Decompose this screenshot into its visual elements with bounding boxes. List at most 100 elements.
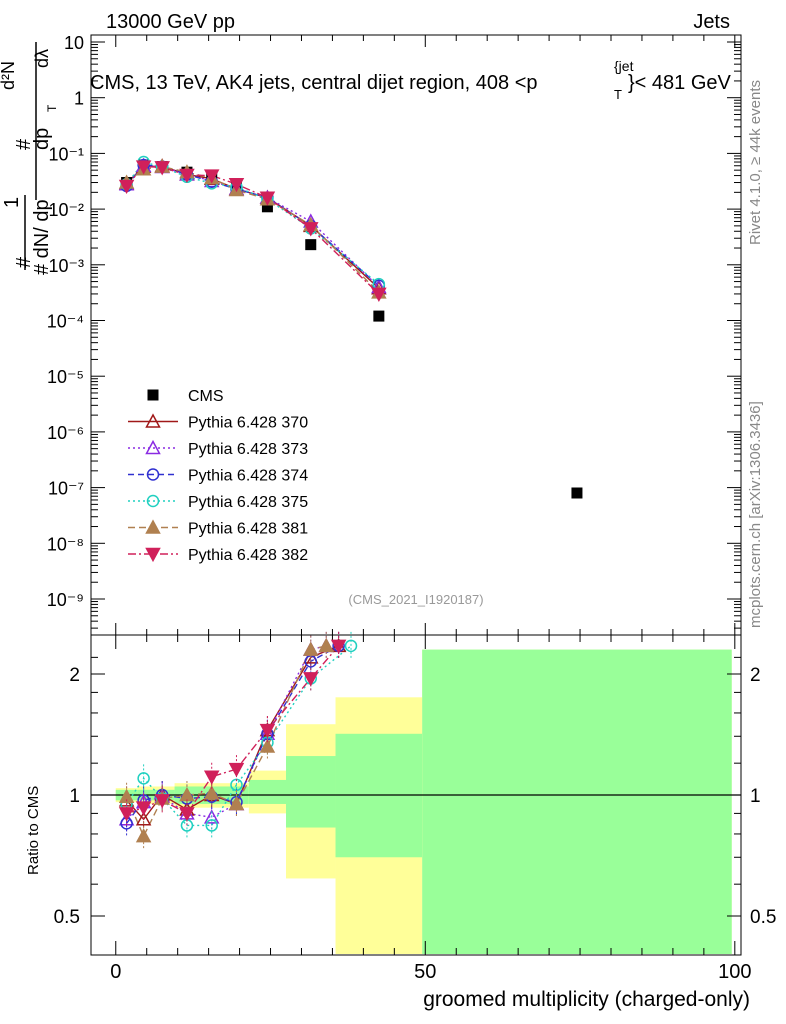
- legend-label-pythia-6-428-370: Pythia 6.428 370: [188, 415, 308, 432]
- ratio-point-pythia-6-428-382: [330, 639, 347, 654]
- legend-marker-pythia-6-428-382: [145, 547, 161, 563]
- ratio-point-pythia-6-428-382: [154, 794, 170, 809]
- main-line-pythia-6-428-375: [126, 161, 380, 285]
- legend-marker-pythia-6-428-381: [145, 519, 161, 534]
- ratio-point-pythia-6-428-382: [259, 723, 276, 739]
- main-axis-ticks: 10 1 10⁻¹ 10⁻² 10⁻³ 10⁻⁴ 10⁻⁵ 10⁻⁶ 10⁻⁷ 10⁻⁸ 10⁻⁹: [47, 33, 741, 635]
- legend-marker-pythia-6-428-370: [145, 413, 161, 428]
- legend-item-pythia-6-428-374: Pythia 6.428 374: [128, 468, 308, 485]
- ratio-line-pythia-6-428-375: [126, 645, 352, 827]
- ylabel-top-d2n: d²N: [0, 61, 18, 90]
- main-y-tick-label: 1: [74, 89, 84, 109]
- analysis-id-label: (CMS_2021_I1920187): [348, 592, 483, 607]
- ratio-axis-ticks: 0.5 0.5 1 1 2 2 0 50 100: [54, 635, 776, 983]
- main-y-tick-label: 10⁻³: [48, 256, 84, 276]
- legend: CMS Pythia 6.428 370 Pythia 6.428 373 Pythi…: [128, 388, 308, 564]
- legend-label-pythia-6-428-374: Pythia 6.428 374: [188, 468, 308, 485]
- ylabel-hash-2: #: [13, 138, 35, 150]
- ratio-series-markers: [118, 631, 358, 851]
- main-point-pythia-6-428-382: [303, 222, 319, 237]
- main-point-pythia-6-428-382: [259, 191, 276, 206]
- main-point-cms: [305, 239, 317, 251]
- main-line-pythia-6-428-373: [126, 165, 380, 288]
- ratio-point-pythia-6-428-382: [303, 672, 319, 687]
- ratio-y-axis-label: Ratio to CMS: [25, 786, 42, 875]
- x-axis-label: groomed multiplicity (charged-only): [423, 988, 750, 1011]
- title-tail: }< 481 GeV: [628, 72, 732, 94]
- main-line-pythia-6-428-374: [126, 164, 380, 287]
- main-y-tick-label: 10⁻⁹: [47, 590, 84, 610]
- legend-marker-pythia-6-428-374: [146, 468, 160, 481]
- x-tick-label: 100: [718, 961, 751, 983]
- main-series-markers: [118, 155, 583, 499]
- main-y-tick-label: 10⁻¹: [48, 144, 84, 164]
- legend-label-pythia-6-428-381: Pythia 6.428 381: [188, 521, 308, 538]
- main-point-cms: [571, 487, 583, 499]
- main-point-pythia-6-428-382: [135, 160, 152, 175]
- ylabel-den-dpt: dp: [31, 128, 53, 150]
- title-sup-jet: {jet: [614, 58, 634, 74]
- ratio-y-tick-label-left: 0.5: [54, 907, 80, 928]
- ylabel-den-dndpt: # dN/ dp: [31, 199, 53, 275]
- main-point-pythia-6-428-382: [179, 168, 195, 184]
- main-point-cms: [261, 201, 273, 213]
- ratio-point-pythia-6-428-381: [118, 788, 135, 804]
- main-y-tick-label: 10⁻⁵: [47, 367, 84, 387]
- main-point-pythia-6-428-382: [154, 161, 170, 176]
- legend-label-pythia-6-428-382: Pythia 6.428 382: [188, 547, 308, 564]
- ylabel-hash-1: #: [13, 256, 35, 268]
- ratio-point-pythia-6-428-382: [179, 807, 195, 822]
- main-point-pythia-6-428-382: [118, 179, 135, 195]
- ratio-y-tick-label-right: 1: [750, 786, 761, 807]
- ratio-point-pythia-6-428-381: [203, 785, 220, 800]
- legend-marker-cms: [147, 389, 159, 401]
- band-green-3: [248, 779, 286, 804]
- ratio-point-pythia-6-428-381: [228, 795, 245, 811]
- plot-title: CMS, 13 TeV, AK4 jets, central dijet reg…: [90, 72, 538, 94]
- title-main: CMS, 13 TeV, AK4 jets, central dijet reg…: [90, 72, 538, 94]
- main-panel-frame: [90, 34, 742, 636]
- main-point-pythia-6-428-382: [228, 177, 245, 193]
- ratio-point-pythia-6-428-381: [259, 738, 276, 753]
- legend-label-pythia-6-428-375: Pythia 6.428 375: [188, 494, 308, 511]
- legend-label-cms: CMS: [188, 388, 224, 405]
- main-series-lines: [126, 161, 380, 295]
- main-line-pythia-6-428-382: [126, 165, 380, 295]
- ylabel-one: 1: [1, 197, 23, 208]
- energy-label: 13000 GeV pp: [106, 11, 235, 33]
- ratio-y-tick-label-left: 1: [69, 786, 80, 807]
- main-y-tick-label: 10⁻⁴: [47, 312, 84, 332]
- legend-item-pythia-6-428-373: Pythia 6.428 373: [128, 439, 308, 458]
- ratio-point-pythia-6-428-375: [137, 772, 150, 785]
- legend-item-cms: CMS: [147, 388, 224, 405]
- ratio-point-pythia-6-428-382: [135, 801, 152, 816]
- rivet-version-label: Rivet 4.1.0, ≥ 44k events: [747, 80, 764, 245]
- band-green-6: [422, 649, 732, 954]
- ylabel-dlambda: dλ: [32, 49, 52, 68]
- ratio-point-pythia-6-428-381: [303, 641, 319, 656]
- main-y-tick-label: 10⁻²: [48, 200, 84, 220]
- ratio-line-pythia-6-428-374: [126, 645, 339, 824]
- ratio-point-pythia-6-428-382: [203, 770, 220, 785]
- ratio-point-pythia-6-428-381: [318, 637, 334, 653]
- main-point-pythia-6-428-382: [371, 287, 387, 302]
- legend-label-pythia-6-428-373: Pythia 6.428 373: [188, 441, 308, 458]
- ratio-y-tick-label-right: 0.5: [750, 907, 776, 928]
- ratio-point-pythia-6-428-381: [135, 828, 152, 843]
- legend-item-pythia-6-428-375: Pythia 6.428 375: [128, 494, 308, 511]
- ratio-point-pythia-6-428-382: [118, 807, 135, 822]
- ratio-line-pythia-6-428-382: [126, 645, 340, 815]
- main-y-axis-label: # 1 # dN/ dp # dp d²N dλ T: [0, 42, 59, 275]
- ratio-point-pythia-6-428-375: [344, 639, 358, 653]
- band-green-4: [286, 756, 336, 828]
- legend-item-pythia-6-428-382: Pythia 6.428 382: [128, 547, 308, 564]
- ratio-y-tick-label-right: 2: [750, 665, 761, 686]
- legend-item-pythia-6-428-370: Pythia 6.428 370: [128, 413, 308, 432]
- ratio-point-pythia-6-428-375: [205, 819, 218, 832]
- ylabel-sub-T: T: [45, 104, 59, 112]
- legend-marker-pythia-6-428-375: [146, 494, 160, 508]
- ratio-y-tick-label-left: 2: [69, 665, 80, 686]
- main-y-tick-label: 10⁻⁶: [47, 423, 84, 443]
- main-y-tick-label: 10⁻⁷: [48, 479, 84, 499]
